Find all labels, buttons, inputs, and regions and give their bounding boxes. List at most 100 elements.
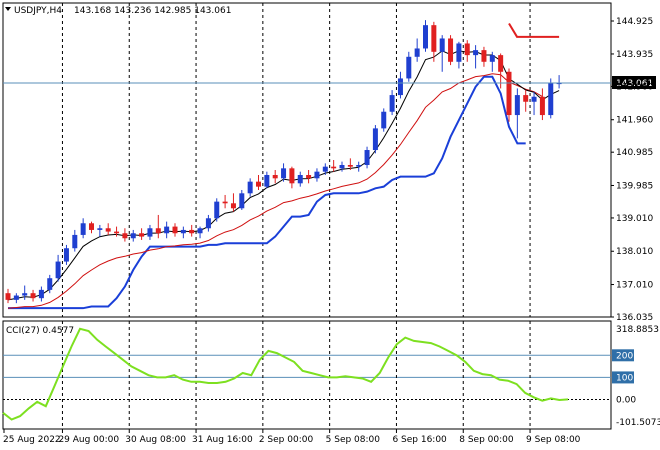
candle-body — [531, 96, 537, 102]
candle — [481, 46, 487, 67]
candle — [222, 194, 228, 209]
price-tick-label: 139.985 — [616, 181, 653, 191]
candle — [372, 125, 378, 154]
candle — [548, 78, 554, 119]
candle — [464, 40, 470, 62]
cci-level-badge — [612, 371, 634, 384]
candle — [239, 189, 245, 210]
current-price-badge — [612, 76, 656, 89]
candle-body — [481, 50, 487, 62]
candle-body — [397, 78, 403, 96]
candle-body — [72, 234, 78, 249]
candle — [406, 51, 412, 82]
candle-body — [155, 228, 161, 234]
candle — [264, 171, 270, 189]
candle-body — [439, 38, 445, 52]
candle — [5, 288, 11, 304]
candle-body — [306, 174, 312, 179]
candle — [506, 68, 512, 122]
candle-body — [356, 165, 362, 167]
candle — [164, 221, 170, 239]
price-panel[interactable] — [2, 2, 612, 318]
time-tick-label: 8 Sep 00:00 — [459, 435, 514, 445]
candle — [289, 166, 295, 189]
price-tick-label: 144.925 — [616, 17, 653, 27]
candle — [322, 163, 328, 175]
candle-body — [147, 228, 153, 237]
candle — [448, 35, 454, 66]
cci-level-badge — [612, 349, 634, 362]
candle — [30, 289, 36, 302]
candle — [147, 224, 153, 240]
candle-body — [47, 278, 53, 290]
candle — [63, 244, 69, 265]
candle — [55, 254, 61, 282]
candle-body — [272, 174, 278, 179]
candle-body — [97, 228, 103, 230]
candle — [356, 161, 362, 172]
time-tick-label: 29 Aug 00:00 — [58, 435, 119, 445]
candle-body — [339, 165, 345, 169]
cci-line — [2, 327, 569, 421]
candle-body — [189, 229, 195, 234]
candle — [197, 226, 203, 239]
candle-body — [256, 181, 261, 187]
candle — [122, 228, 128, 242]
candle — [247, 178, 253, 197]
candle — [256, 174, 261, 190]
candle-body — [506, 71, 512, 116]
price-tick-label: 139.010 — [616, 214, 653, 224]
candle-body — [389, 95, 395, 112]
cci-panel[interactable] — [2, 320, 612, 430]
candle — [314, 168, 320, 182]
cci-line-group — [2, 327, 569, 421]
candle — [47, 274, 53, 294]
candle-body — [281, 168, 287, 179]
time-tick-label: 5 Sep 08:00 — [326, 435, 381, 445]
candle-body — [230, 203, 236, 209]
candle-body — [372, 128, 378, 151]
candle-body — [548, 83, 554, 116]
candle-body — [347, 165, 353, 167]
candle-body — [222, 201, 228, 204]
candle-body — [297, 174, 303, 184]
candle-body — [473, 50, 479, 56]
cci-tick-label: 200 — [616, 351, 633, 361]
candle — [531, 91, 537, 116]
candle-body — [63, 248, 69, 262]
candle-body — [414, 48, 420, 57]
candle — [456, 41, 462, 69]
candle — [214, 198, 220, 222]
time-tick-label: 25 Aug 2022 — [3, 435, 61, 445]
candle-body — [180, 229, 186, 234]
candle-body — [205, 218, 211, 229]
candles-group — [5, 20, 562, 304]
candle — [22, 285, 28, 300]
candle-body — [314, 171, 320, 179]
triangle-down-icon[interactable] — [5, 7, 11, 11]
candle-body — [89, 223, 94, 230]
price-tick-label: 138.010 — [616, 247, 653, 257]
price-tick-label: 136.035 — [616, 313, 653, 323]
candle — [397, 71, 403, 99]
cci-label: CCI(27) 0.4577 — [6, 326, 74, 336]
ohlc-label: 143.168 143.236 142.985 143.061 — [74, 6, 231, 16]
candle — [306, 169, 312, 184]
candle — [523, 90, 529, 112]
candle-body — [423, 25, 428, 49]
candle-body — [456, 43, 462, 62]
candle-body — [80, 223, 86, 235]
candle — [114, 226, 120, 237]
candle-body — [322, 166, 328, 172]
candle — [347, 158, 353, 170]
cci-axis: 318.8853 200 100 0.00 -101.5073 — [612, 325, 660, 428]
candle-body — [364, 150, 370, 166]
candle — [514, 88, 520, 139]
candle-body — [22, 293, 28, 296]
candle — [272, 169, 278, 184]
price-tick-label: 142.960 — [616, 82, 653, 92]
candle-body — [464, 43, 470, 56]
candle-body — [247, 181, 253, 194]
